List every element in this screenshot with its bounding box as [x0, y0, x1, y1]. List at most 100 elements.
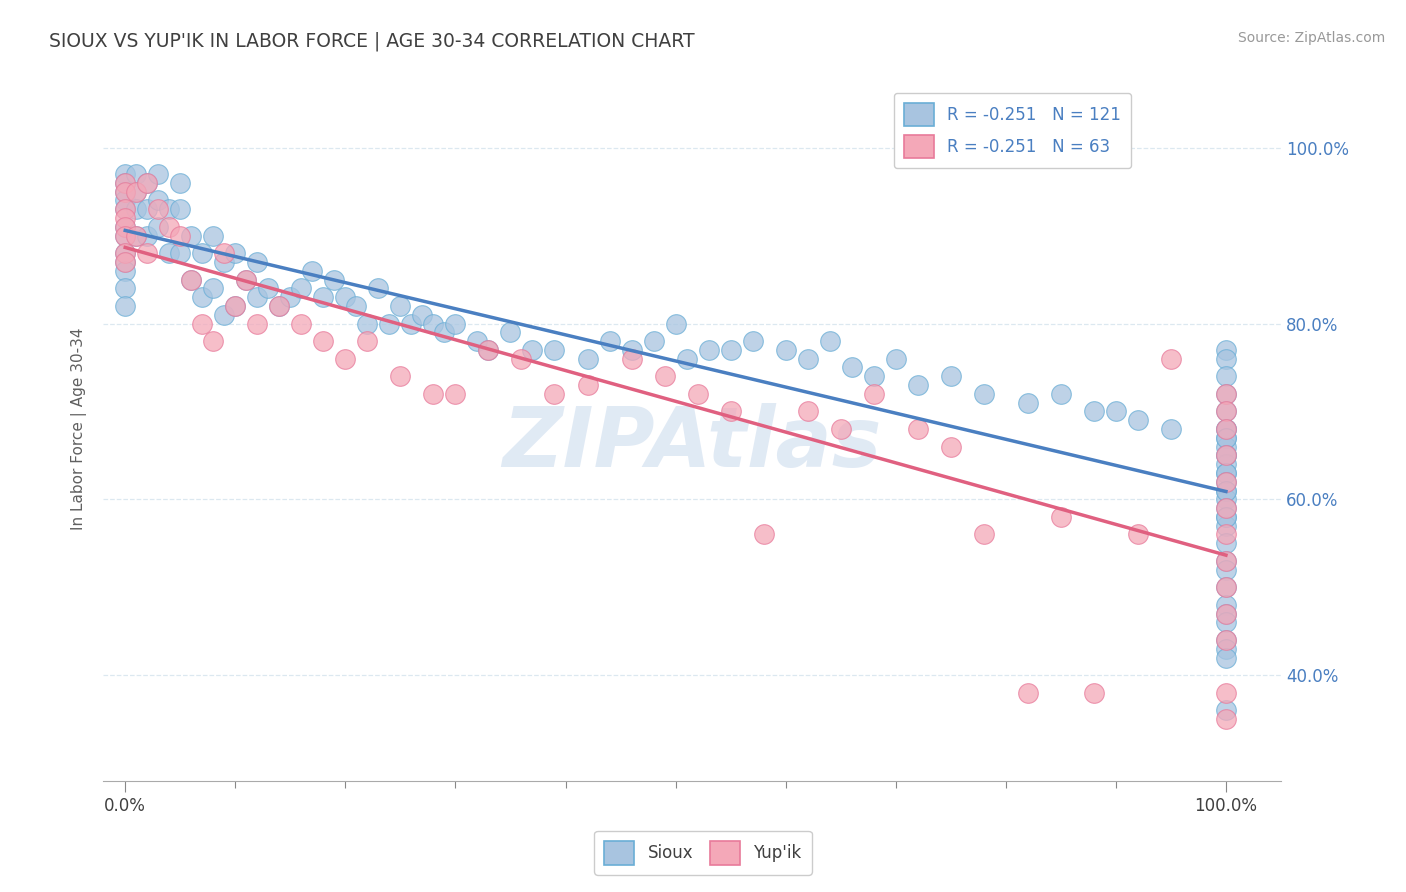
Point: [467, 334, 489, 348]
Point: [1215, 387, 1237, 401]
Point: [114, 176, 136, 190]
Point: [125, 228, 148, 243]
Point: [411, 308, 433, 322]
Point: [1215, 422, 1237, 436]
Point: [125, 185, 148, 199]
Point: [114, 299, 136, 313]
Point: [543, 343, 565, 357]
Point: [1017, 686, 1039, 700]
Point: [1160, 351, 1182, 366]
Legend: Sioux, Yup'ik: Sioux, Yup'ik: [595, 831, 811, 875]
Point: [148, 219, 170, 234]
Point: [246, 317, 269, 331]
Point: [1215, 607, 1237, 621]
Point: [114, 228, 136, 243]
Point: [1049, 387, 1071, 401]
Point: [422, 317, 444, 331]
Point: [862, 369, 884, 384]
Point: [1215, 431, 1237, 445]
Point: [1215, 518, 1237, 533]
Point: [1215, 449, 1237, 463]
Point: [114, 281, 136, 295]
Point: [522, 343, 544, 357]
Text: SIOUX VS YUP'IK IN LABOR FORCE | AGE 30-34 CORRELATION CHART: SIOUX VS YUP'IK IN LABOR FORCE | AGE 30-…: [49, 31, 695, 51]
Point: [180, 228, 202, 243]
Point: [356, 317, 378, 331]
Point: [191, 290, 214, 304]
Point: [664, 317, 686, 331]
Point: [1215, 483, 1237, 498]
Point: [214, 308, 236, 322]
Point: [114, 185, 136, 199]
Point: [312, 290, 335, 304]
Point: [1215, 607, 1237, 621]
Point: [818, 334, 841, 348]
Point: [1215, 580, 1237, 594]
Point: [1215, 422, 1237, 436]
Point: [841, 360, 863, 375]
Point: [290, 317, 312, 331]
Point: [1215, 554, 1237, 568]
Point: [180, 272, 202, 286]
Point: [1215, 475, 1237, 489]
Point: [1215, 712, 1237, 726]
Point: [510, 351, 533, 366]
Point: [389, 369, 412, 384]
Point: [1215, 404, 1237, 418]
Point: [1215, 422, 1237, 436]
Point: [235, 272, 257, 286]
Point: [202, 334, 225, 348]
Point: [169, 176, 191, 190]
Point: [1215, 457, 1237, 471]
Point: [114, 228, 136, 243]
Point: [654, 369, 676, 384]
Point: [224, 299, 246, 313]
Point: [114, 246, 136, 260]
Point: [148, 202, 170, 217]
Point: [114, 167, 136, 181]
Point: [907, 422, 929, 436]
Point: [114, 211, 136, 225]
Point: [599, 334, 621, 348]
Point: [1049, 509, 1071, 524]
Point: [202, 228, 225, 243]
Point: [543, 387, 565, 401]
Point: [125, 185, 148, 199]
Point: [114, 202, 136, 217]
Point: [1215, 598, 1237, 612]
Point: [1215, 475, 1237, 489]
Point: [1215, 650, 1237, 665]
Point: [444, 387, 467, 401]
Point: [499, 326, 522, 340]
Point: [1215, 483, 1237, 498]
Point: [136, 202, 159, 217]
Point: [1215, 466, 1237, 480]
Point: [752, 527, 775, 541]
Point: [269, 299, 291, 313]
Point: [1215, 509, 1237, 524]
Point: [1215, 404, 1237, 418]
Point: [1215, 632, 1237, 647]
Point: [1126, 413, 1149, 427]
Point: [741, 334, 763, 348]
Point: [191, 246, 214, 260]
Point: [477, 343, 499, 357]
Point: [389, 299, 412, 313]
Point: [620, 343, 643, 357]
Point: [235, 272, 257, 286]
Text: ZIPAtlas: ZIPAtlas: [502, 402, 882, 483]
Point: [224, 299, 246, 313]
Point: [1215, 343, 1237, 357]
Point: [269, 299, 291, 313]
Point: [1126, 527, 1149, 541]
Point: [1215, 449, 1237, 463]
Point: [830, 422, 852, 436]
Point: [136, 228, 159, 243]
Point: [157, 246, 180, 260]
Point: [257, 281, 280, 295]
Point: [301, 264, 323, 278]
Point: [675, 351, 697, 366]
Point: [973, 387, 995, 401]
Point: [775, 343, 797, 357]
Point: [444, 317, 467, 331]
